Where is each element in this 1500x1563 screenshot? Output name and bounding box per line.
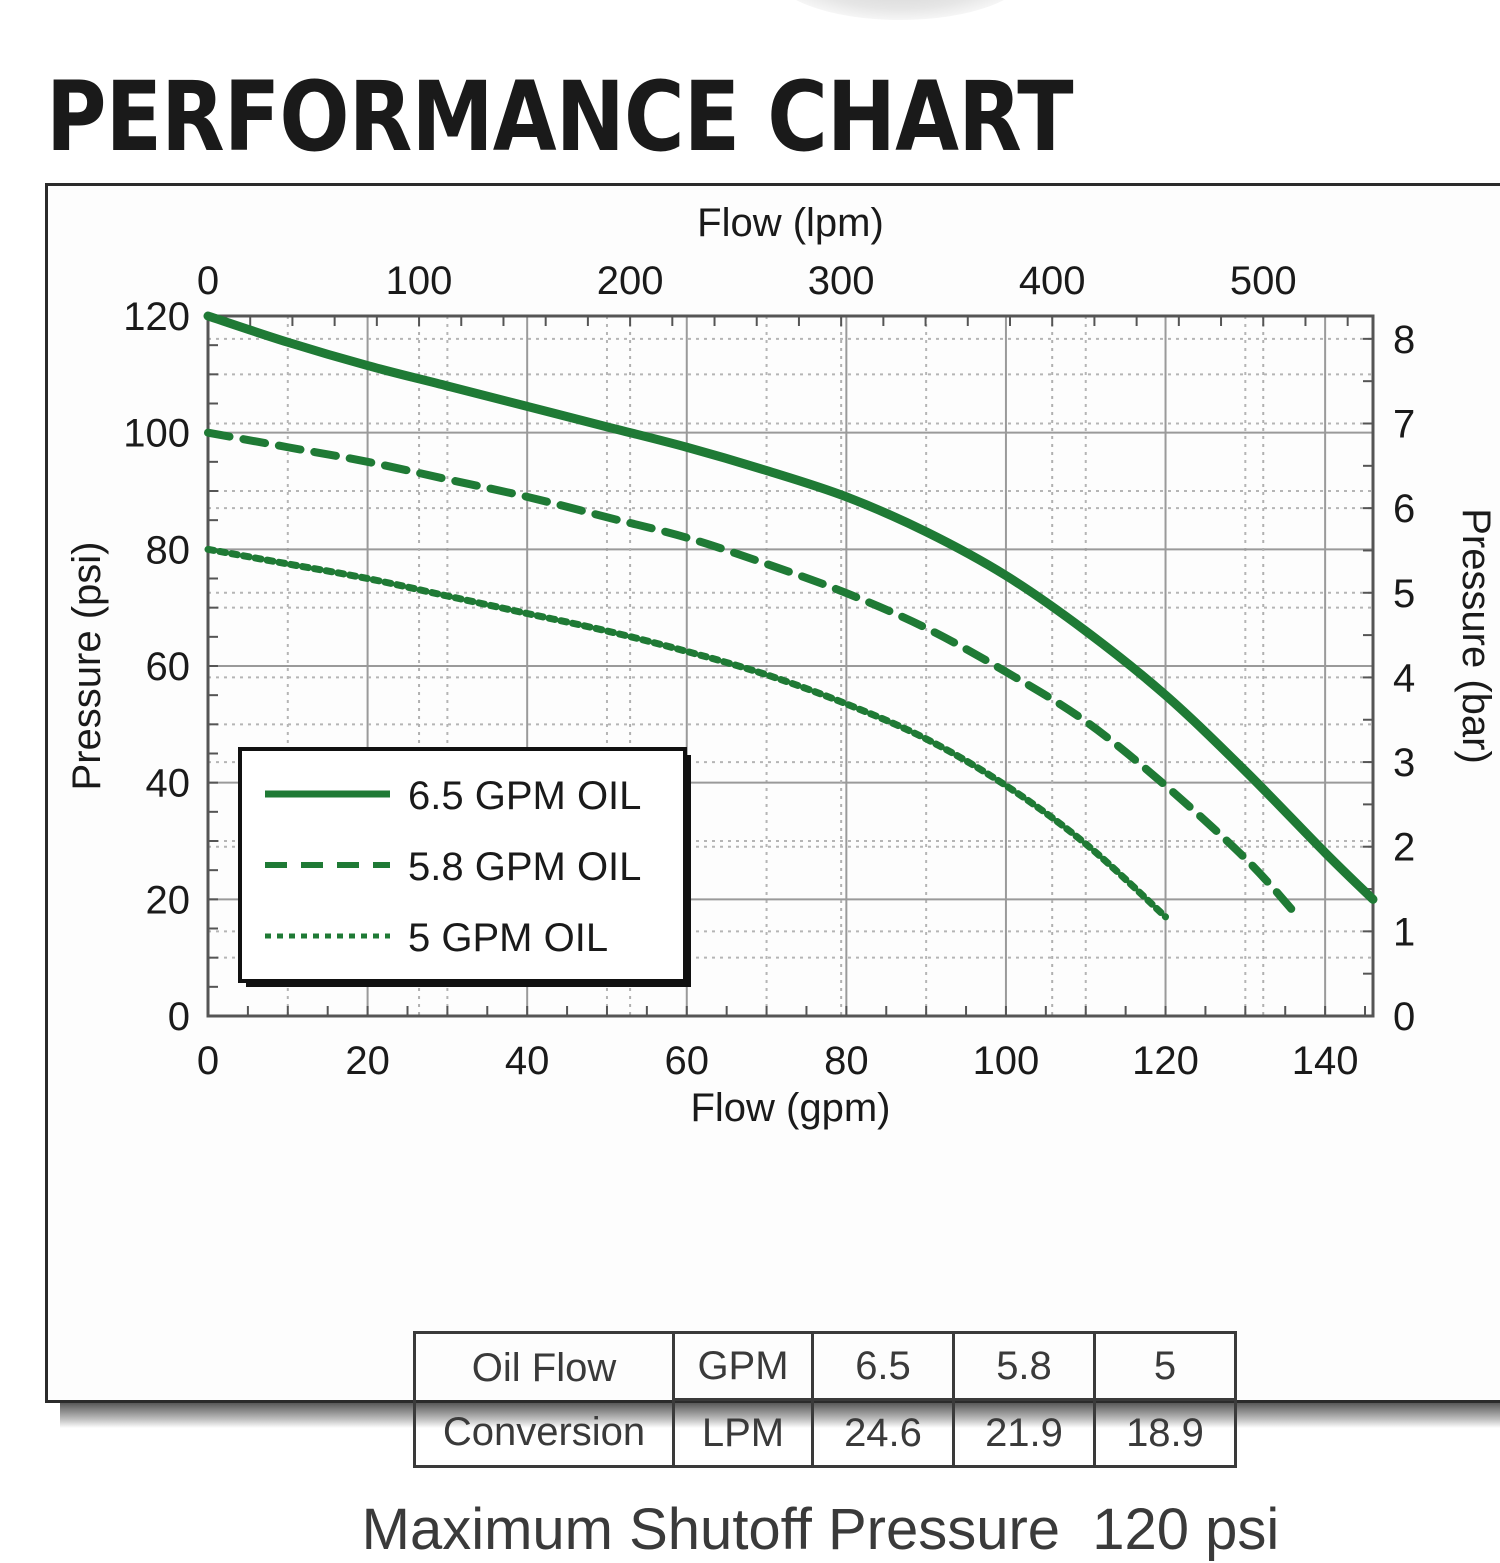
top-x-tick-label: 200: [597, 259, 664, 303]
right-y-axis-label: Pressure (bar): [1454, 508, 1498, 764]
right-y-tick-label: 1: [1393, 910, 1415, 954]
conversion-table: Oil Flow Conversion GPM 6.5 5.8 5 LPM 24…: [413, 1331, 1237, 1468]
value-cell: 6.5: [811, 1331, 955, 1401]
y-tick-label: 40: [146, 762, 191, 806]
x-axis-label: Flow (gpm): [690, 1086, 890, 1130]
x-tick-label: 40: [505, 1039, 550, 1083]
max-shutoff-pressure-note: Maximum Shutoff Pressure 120 psi: [361, 1497, 1280, 1562]
page-title: PERFORMANCE CHART: [46, 61, 1074, 173]
right-y-tick-label: 3: [1393, 741, 1415, 785]
unit-cell-lpm: LPM: [672, 1398, 814, 1468]
chart-panel: 0 20 40 60 80 100 120 140 0 100 200 300 400 500 0 20 40 6…: [45, 183, 1500, 1562]
legend-label: 5 GPM OIL: [408, 916, 608, 960]
conversion-header: Oil Flow Conversion: [413, 1331, 675, 1468]
value-cell: 24.6: [811, 1398, 955, 1468]
top-x-tick-label: 100: [386, 259, 453, 303]
right-y-tick-label: 6: [1393, 487, 1415, 531]
top-x-tick-label: 400: [1019, 259, 1086, 303]
decorative-swoosh: [770, 0, 1030, 20]
top-x-tick-label: 500: [1230, 259, 1297, 303]
value-cell: 18.9: [1093, 1398, 1237, 1468]
legend-label: 6.5 GPM OIL: [408, 774, 641, 818]
right-y-tick-label: 2: [1393, 826, 1415, 870]
x-tick-label: 60: [665, 1039, 710, 1083]
right-y-tick-label: 0: [1393, 995, 1415, 1039]
value-cell: 21.9: [952, 1398, 1096, 1468]
right-y-tick-label: 4: [1393, 656, 1415, 700]
y-tick-label: 80: [146, 528, 191, 572]
y-tick-label: 0: [168, 995, 190, 1039]
y-axis-label: Pressure (psi): [65, 542, 109, 791]
top-x-tick-label: 300: [808, 259, 875, 303]
series-line-1: [204, 428, 1298, 915]
unit-cell-gpm: GPM: [672, 1331, 814, 1401]
legend-label: 5.8 GPM OIL: [408, 845, 641, 889]
y-tick-label: 20: [146, 878, 191, 922]
top-x-axis-label: Flow (lpm): [697, 201, 884, 245]
top-x-tick-label: 0: [197, 259, 219, 303]
y-tick-label: 120: [123, 295, 190, 339]
y-tick-label: 60: [146, 645, 191, 689]
right-y-tick-label: 8: [1393, 318, 1415, 362]
x-tick-label: 100: [973, 1039, 1040, 1083]
right-y-tick-label: 7: [1393, 402, 1415, 446]
x-tick-label: 80: [824, 1039, 869, 1083]
x-tick-label: 20: [345, 1039, 390, 1083]
x-tick-label: 0: [197, 1039, 219, 1083]
x-tick-label: 140: [1292, 1039, 1359, 1083]
y-tick-label: 100: [123, 412, 190, 456]
series-line-0: [203, 311, 1378, 904]
value-cell: 5: [1093, 1331, 1237, 1401]
right-y-tick-label: 5: [1393, 572, 1415, 616]
x-tick-label: 120: [1132, 1039, 1199, 1083]
series-line-2: [204, 545, 1170, 921]
value-cell: 5.8: [952, 1331, 1096, 1401]
